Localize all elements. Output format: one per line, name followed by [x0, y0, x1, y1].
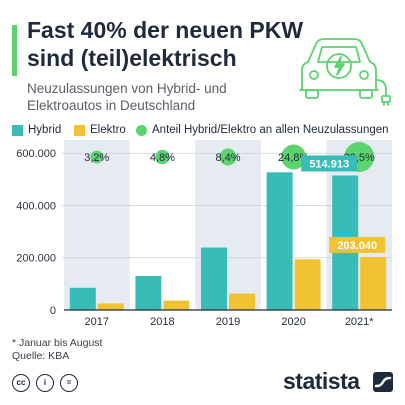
no-derivatives-icon: = — [60, 374, 78, 392]
x-tick-label: 2021* — [345, 316, 374, 328]
share-label: 8,4% — [215, 152, 240, 164]
legend-label-hybrid: Hybrid — [28, 124, 62, 136]
bar-hybrid — [201, 247, 227, 310]
subtitle-line-2: Elektroautos in Deutschland — [27, 98, 196, 113]
title-accent-bar — [12, 25, 17, 76]
value-label-hybrid-2021: 514.913 — [309, 158, 349, 170]
share-bubble — [281, 144, 307, 170]
bar-hybrid — [135, 276, 162, 310]
legend-label-elektro: Elektro — [90, 124, 126, 136]
share-bubble — [219, 148, 237, 166]
bar-elektro — [163, 300, 190, 310]
bar-hybrid — [266, 172, 293, 310]
share-bubble — [90, 150, 104, 164]
y-tick-label: 200.000 — [16, 253, 56, 265]
legend-swatch-hybrid — [12, 125, 23, 136]
footnote: * Januar bis August — [12, 337, 103, 349]
category-band — [64, 140, 130, 310]
bar-elektro — [97, 303, 124, 310]
value-label-box-elektro — [329, 236, 386, 253]
x-tick-label: 2018 — [150, 316, 174, 328]
share-label: 3,2% — [84, 152, 109, 164]
bar-elektro — [294, 259, 321, 310]
creative-commons-icon: cc — [12, 374, 30, 392]
y-tick-label: 600.000 — [16, 148, 56, 160]
value-label-box-hybrid — [301, 155, 358, 172]
source-note: Quelle: KBA — [12, 350, 70, 362]
y-tick-label: 400.000 — [16, 200, 56, 212]
page-title: Fast 40% der neuen PKW sind (teil)elektr… — [27, 16, 327, 72]
title-line-2: sind (teil)elektrisch — [27, 45, 237, 71]
x-tick-label: 2020 — [281, 316, 305, 328]
bar-hybrid — [69, 287, 96, 310]
statista-logo-text: statista — [283, 368, 360, 394]
share-bubble — [155, 149, 170, 165]
bar-elektro — [229, 293, 255, 310]
electric-car-charging-icon — [299, 38, 391, 106]
legend-label-anteil: Anteil Hybrid/Elektro an allen Neuzulass… — [152, 124, 389, 136]
subtitle: Neuzulassungen von Hybrid- und Elektroau… — [27, 80, 307, 114]
share-label: 4,8% — [150, 152, 175, 164]
legend-swatch-anteil — [136, 125, 147, 136]
attribution-icon: i — [36, 374, 54, 392]
bar-chart: 600.000 400.000 200.000 0 2017 2018 2019 2020 20… — [16, 140, 392, 328]
statista-logo-mark-icon — [373, 372, 393, 392]
title-line-1: Fast 40% der neuen PKW — [27, 17, 304, 43]
subtitle-line-1: Neuzulassungen von Hybrid- und — [27, 81, 227, 96]
x-tick-label: 2017 — [85, 316, 109, 328]
legend-swatch-elektro — [74, 125, 85, 136]
value-label-elektro-2021: 203.040 — [337, 240, 377, 252]
x-tick-label: 2019 — [216, 316, 240, 328]
y-tick-label: 0 — [50, 305, 56, 317]
bar-elektro — [360, 256, 387, 310]
